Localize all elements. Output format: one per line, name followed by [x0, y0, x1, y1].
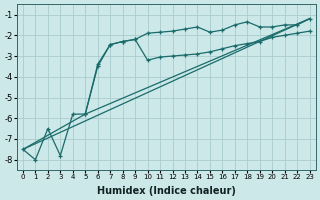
- X-axis label: Humidex (Indice chaleur): Humidex (Indice chaleur): [97, 186, 236, 196]
